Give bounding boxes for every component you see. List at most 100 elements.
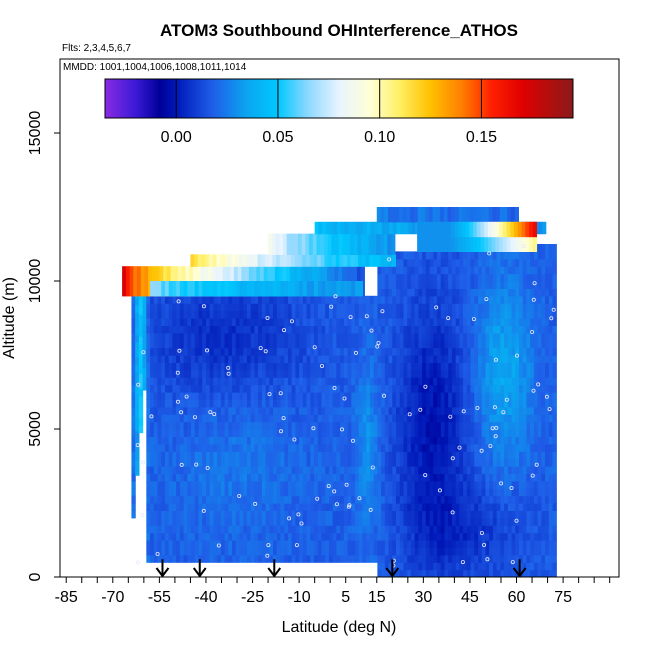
heat-cell-2578 <box>396 303 401 312</box>
heat-cell-385 <box>176 503 181 511</box>
heat-cell-2310 <box>373 377 378 386</box>
heat-cell-4761 <box>447 207 452 223</box>
heat-cell-2889 <box>422 281 427 289</box>
heat-cell-2763 <box>414 562 419 571</box>
heat-cell-2024 <box>343 362 349 371</box>
heat-cell-2400 <box>381 318 386 326</box>
heat-cell-2362 <box>377 273 382 282</box>
heat-cell-1274 <box>265 318 270 326</box>
heat-cell-4565 <box>265 281 270 297</box>
heat-cell-435 <box>179 399 185 408</box>
heat-cell-4137 <box>526 362 531 371</box>
heat-cell-270 <box>164 554 170 563</box>
sample-point-36 <box>155 552 160 557</box>
heat-cell-3525 <box>478 562 483 571</box>
heat-cell-3822 <box>500 362 505 371</box>
heat-cell-4584 <box>336 281 341 297</box>
heat-cell-209 <box>157 473 162 482</box>
heat-cell-2388 <box>381 406 386 415</box>
heat-cell-2042 <box>347 495 352 504</box>
heat-cell-395 <box>176 429 181 437</box>
heat-cell-3393 <box>466 540 472 548</box>
heat-cell-4 <box>131 480 136 489</box>
heat-cell-2961 <box>429 406 434 415</box>
heat-cell-3855 <box>504 451 509 460</box>
heat-cell-2003 <box>343 517 349 526</box>
heat-cell-4580 <box>321 281 326 297</box>
heat-cell-1996 <box>340 303 345 312</box>
heat-cell-1454 <box>284 318 289 326</box>
heat-cell-2842 <box>418 303 423 312</box>
heat-cell-374 <box>172 318 177 326</box>
sample-point-62 <box>258 346 263 351</box>
heat-cell-2802 <box>414 273 419 282</box>
heat-cell-2492 <box>388 288 393 297</box>
heat-cell-3650 <box>485 303 490 312</box>
heat-cell-3097 <box>440 399 446 408</box>
heat-cell-2919 <box>425 384 431 393</box>
heat-cell-930 <box>232 466 237 474</box>
heat-cell-390 <box>176 466 181 474</box>
heat-cell-1861 <box>328 503 334 511</box>
heat-cell-3127 <box>444 510 449 519</box>
heat-cell-3813 <box>500 429 505 437</box>
heat-cell-3281 <box>455 369 460 378</box>
heat-cell-1259 <box>265 429 270 437</box>
heat-cell-845 <box>220 295 226 304</box>
heat-cell-210 <box>157 466 162 474</box>
heat-cell-1783 <box>321 547 326 556</box>
heat-cell-3784 <box>496 310 501 319</box>
heat-cell-1612 <box>302 480 308 489</box>
heat-cell-3102 <box>440 362 446 371</box>
heat-cell-1426 <box>284 525 289 534</box>
heat-cell-1388 <box>280 540 285 548</box>
heat-cell-425 <box>179 473 185 482</box>
heat-cell-4372 <box>545 288 550 297</box>
heat-cell-2658 <box>403 362 408 371</box>
heat-cell-2912 <box>425 436 431 445</box>
heat-cell-4380 <box>548 562 554 571</box>
heat-cell-1077 <box>246 443 252 452</box>
heat-cell-807 <box>217 310 222 319</box>
heat-cell-4381 <box>548 554 554 563</box>
heat-cell-2091 <box>351 399 356 408</box>
heat-cell-149 <box>150 384 155 393</box>
heat-cell-205 <box>157 503 162 511</box>
heat-cell-2190 <box>362 466 367 474</box>
heat-cell-1801 <box>321 414 326 423</box>
heat-cell-3220 <box>451 488 457 497</box>
heat-cell-3990 <box>515 451 520 460</box>
heat-cell-1159 <box>254 369 259 378</box>
heat-cell-2593 <box>399 517 405 526</box>
heat-cell-1249 <box>265 503 270 511</box>
heat-cell-2731 <box>410 473 416 482</box>
heat-cell-3418 <box>466 355 472 363</box>
heat-cell-64 <box>138 365 144 374</box>
heat-cell-846 <box>224 554 229 563</box>
heat-cell-864 <box>224 421 229 430</box>
heat-cell-2038 <box>347 525 352 534</box>
heat-cell-4187 <box>530 325 535 334</box>
heat-cell-1321 <box>273 503 278 511</box>
heat-cell-4084 <box>522 421 528 430</box>
heat-cell-915 <box>228 310 233 319</box>
heat-cell-1473 <box>287 443 293 452</box>
heat-cell-2372 <box>381 525 386 534</box>
heat-cell-741 <box>213 532 218 541</box>
heat-cell-2154 <box>358 466 364 474</box>
heat-cell-1154 <box>254 406 259 415</box>
heat-cell-1350 <box>276 554 282 563</box>
heat-cell-1158 <box>254 377 259 386</box>
heat-cell-1750 <box>317 525 323 534</box>
heat-cell-1665 <box>306 355 311 363</box>
heat-cell-761 <box>213 384 218 393</box>
heat-cell-1496 <box>291 540 296 548</box>
heat-cell-2657 <box>403 369 408 378</box>
heat-cell-2478 <box>388 392 393 400</box>
heat-cell-1521 <box>291 355 296 363</box>
heat-cell-3280 <box>455 377 460 386</box>
heat-cell-3944 <box>511 458 516 467</box>
heat-cell-2182 <box>362 525 367 534</box>
heat-cell-473 <box>183 384 188 393</box>
heat-cell-2701 <box>407 369 412 378</box>
